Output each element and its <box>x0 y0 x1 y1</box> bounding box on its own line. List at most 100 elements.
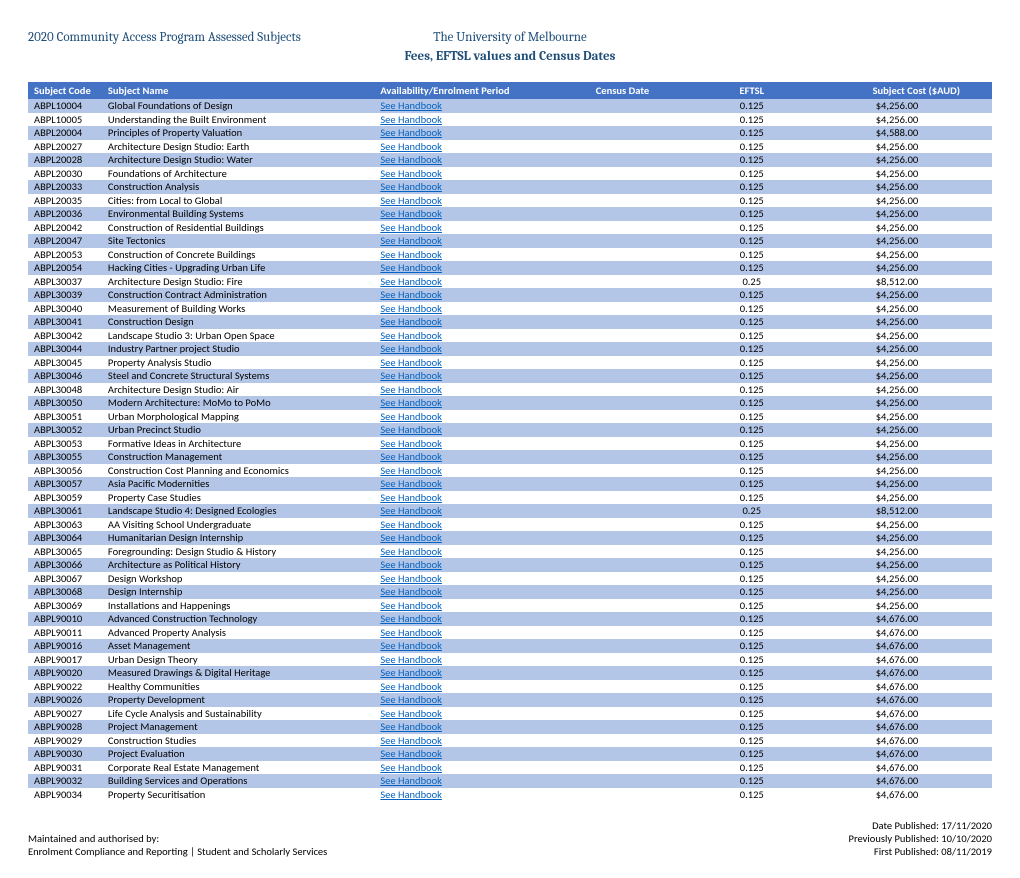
handbook-link[interactable]: See Handbook <box>380 396 442 409</box>
handbook-link[interactable]: See Handbook <box>380 302 442 315</box>
cell-subject-code: ABPL30040 <box>28 302 102 316</box>
cell-subject-name: AA Visiting School Undergraduate <box>102 518 374 532</box>
handbook-link[interactable]: See Handbook <box>380 194 442 207</box>
cell-availability: See Handbook <box>374 261 543 275</box>
handbook-link[interactable]: See Handbook <box>380 140 442 153</box>
handbook-link[interactable]: See Handbook <box>380 788 442 801</box>
handbook-link[interactable]: See Handbook <box>380 693 442 706</box>
handbook-link[interactable]: See Handbook <box>380 572 442 585</box>
cell-cost: $4,256.00 <box>802 396 992 410</box>
col-header-code: Subject Code <box>28 82 102 99</box>
handbook-link[interactable]: See Handbook <box>380 626 442 639</box>
cell-availability: See Handbook <box>374 653 543 667</box>
handbook-link[interactable]: See Handbook <box>380 531 442 544</box>
handbook-link[interactable]: See Handbook <box>380 207 442 220</box>
table-row: ABPL20004Principles of Property Valuatio… <box>28 126 992 140</box>
cell-subject-code: ABPL30069 <box>28 599 102 613</box>
col-header-eftsl: EFTSL <box>702 82 802 99</box>
handbook-link[interactable]: See Handbook <box>380 288 442 301</box>
handbook-link[interactable]: See Handbook <box>380 329 442 342</box>
handbook-link[interactable]: See Handbook <box>380 464 442 477</box>
cell-census-date <box>543 788 701 802</box>
handbook-link[interactable]: See Handbook <box>380 720 442 733</box>
cell-availability: See Handbook <box>374 558 543 572</box>
handbook-link[interactable]: See Handbook <box>380 707 442 720</box>
cell-census-date <box>543 315 701 329</box>
table-row: ABPL30067Design WorkshopSee Handbook0.12… <box>28 572 992 586</box>
handbook-link[interactable]: See Handbook <box>380 221 442 234</box>
cell-availability: See Handbook <box>374 707 543 721</box>
handbook-link[interactable]: See Handbook <box>380 666 442 679</box>
col-header-census: Census Date <box>543 82 701 99</box>
cell-census-date <box>543 626 701 640</box>
handbook-link[interactable]: See Handbook <box>380 761 442 774</box>
cell-census-date <box>543 774 701 788</box>
handbook-link[interactable]: See Handbook <box>380 599 442 612</box>
handbook-link[interactable]: See Handbook <box>380 518 442 531</box>
table-row: ABPL20027Architecture Design Studio: Ear… <box>28 140 992 154</box>
cell-subject-name: Advanced Property Analysis <box>102 626 374 640</box>
table-row: ABPL20047Site TectonicsSee Handbook0.125… <box>28 234 992 248</box>
cell-subject-name: Property Development <box>102 693 374 707</box>
cell-subject-code: ABPL30044 <box>28 342 102 356</box>
cell-eftsl: 0.125 <box>702 720 802 734</box>
handbook-link[interactable]: See Handbook <box>380 774 442 787</box>
handbook-link[interactable]: See Handbook <box>380 747 442 760</box>
handbook-link[interactable]: See Handbook <box>380 558 442 571</box>
handbook-link[interactable]: See Handbook <box>380 680 442 693</box>
cell-subject-code: ABPL20047 <box>28 234 102 248</box>
handbook-link[interactable]: See Handbook <box>380 450 442 463</box>
cell-subject-code: ABPL90031 <box>28 761 102 775</box>
handbook-link[interactable]: See Handbook <box>380 437 442 450</box>
cell-availability: See Handbook <box>374 356 543 370</box>
handbook-link[interactable]: See Handbook <box>380 612 442 625</box>
handbook-link[interactable]: See Handbook <box>380 585 442 598</box>
subjects-table: Subject Code Subject Name Availability/E… <box>28 82 992 801</box>
table-row: ABPL30045Property Analysis StudioSee Han… <box>28 356 992 370</box>
cell-cost: $4,256.00 <box>802 477 992 491</box>
cell-cost: $4,588.00 <box>802 126 992 140</box>
cell-subject-name: Formative Ideas in Architecture <box>102 437 374 451</box>
table-row: ABPL20036Environmental Building SystemsS… <box>28 207 992 221</box>
handbook-link[interactable]: See Handbook <box>380 410 442 423</box>
table-row: ABPL90030Project EvaluationSee Handbook0… <box>28 747 992 761</box>
cell-availability: See Handbook <box>374 342 543 356</box>
cell-availability: See Handbook <box>374 99 543 113</box>
handbook-link[interactable]: See Handbook <box>380 113 442 126</box>
handbook-link[interactable]: See Handbook <box>380 477 442 490</box>
handbook-link[interactable]: See Handbook <box>380 504 442 517</box>
cell-eftsl: 0.125 <box>702 167 802 181</box>
handbook-link[interactable]: See Handbook <box>380 167 442 180</box>
cell-census-date <box>543 491 701 505</box>
handbook-link[interactable]: See Handbook <box>380 369 442 382</box>
cell-eftsl: 0.125 <box>702 153 802 167</box>
handbook-link[interactable]: See Handbook <box>380 126 442 139</box>
handbook-link[interactable]: See Handbook <box>380 383 442 396</box>
cell-availability: See Handbook <box>374 747 543 761</box>
handbook-link[interactable]: See Handbook <box>380 342 442 355</box>
cell-cost: $4,256.00 <box>802 423 992 437</box>
handbook-link[interactable]: See Handbook <box>380 423 442 436</box>
handbook-link[interactable]: See Handbook <box>380 99 442 112</box>
handbook-link[interactable]: See Handbook <box>380 653 442 666</box>
cell-census-date <box>543 342 701 356</box>
handbook-link[interactable]: See Handbook <box>380 234 442 247</box>
cell-availability: See Handbook <box>374 329 543 343</box>
handbook-link[interactable]: See Handbook <box>380 639 442 652</box>
handbook-link[interactable]: See Handbook <box>380 153 442 166</box>
cell-cost: $4,676.00 <box>802 734 992 748</box>
handbook-link[interactable]: See Handbook <box>380 261 442 274</box>
cell-census-date <box>543 734 701 748</box>
handbook-link[interactable]: See Handbook <box>380 180 442 193</box>
cell-eftsl: 0.125 <box>702 423 802 437</box>
handbook-link[interactable]: See Handbook <box>380 491 442 504</box>
cell-subject-name: Steel and Concrete Structural Systems <box>102 369 374 383</box>
handbook-link[interactable]: See Handbook <box>380 275 442 288</box>
handbook-link[interactable]: See Handbook <box>380 545 442 558</box>
handbook-link[interactable]: See Handbook <box>380 248 442 261</box>
cell-availability: See Handbook <box>374 680 543 694</box>
handbook-link[interactable]: See Handbook <box>380 356 442 369</box>
cell-subject-code: ABPL30051 <box>28 410 102 424</box>
handbook-link[interactable]: See Handbook <box>380 315 442 328</box>
handbook-link[interactable]: See Handbook <box>380 734 442 747</box>
